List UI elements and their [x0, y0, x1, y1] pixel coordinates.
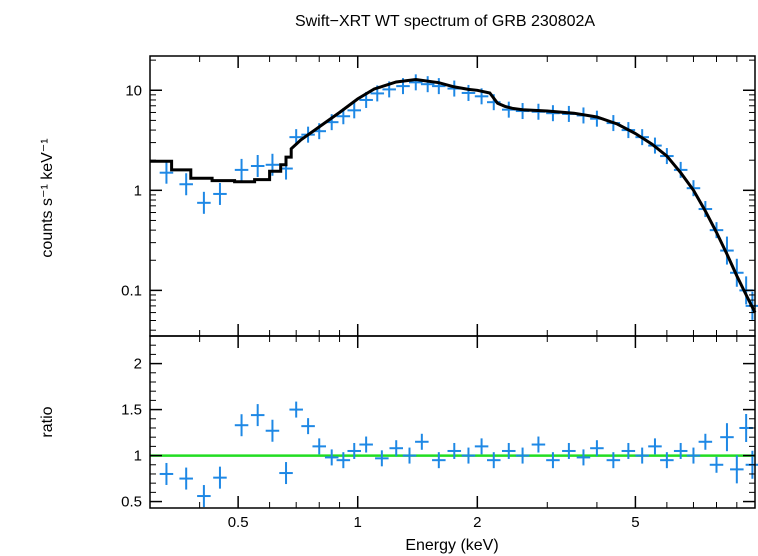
ratio-point-29 [576, 449, 591, 466]
spectrum-point-13 [347, 102, 362, 119]
ratio-point-11 [324, 449, 339, 466]
ratio-point-27 [546, 452, 560, 469]
ratio-point-26 [531, 436, 546, 453]
ratio-point-28 [562, 442, 576, 459]
ratio-point-8 [289, 401, 303, 418]
ratio-point-33 [635, 447, 649, 464]
ratio-point-37 [686, 447, 701, 464]
ratio-point-19 [432, 452, 446, 469]
spectrum-point-4 [234, 158, 249, 181]
ratio-point-30 [590, 440, 604, 457]
ratio-point-16 [389, 440, 403, 457]
spectrum-y-axis-label: counts s⁻¹ keV⁻¹ [39, 138, 56, 257]
ratio-point-32 [621, 442, 636, 459]
spectrum-point-19 [420, 76, 435, 93]
ratio-point-21 [461, 447, 476, 464]
spectrum-point-41 [720, 236, 734, 265]
ratio-point-5 [250, 404, 265, 427]
ratio-point-41 [730, 455, 744, 484]
ratio-point-6 [265, 419, 280, 442]
ratio-data-points [159, 401, 758, 508]
ratio-point-38 [698, 433, 713, 450]
ratio-point-24 [502, 442, 516, 459]
ratio-point-39 [709, 456, 724, 473]
spectrum-panel: 0.1 1 10 [121, 55, 758, 337]
ratio-point-14 [359, 436, 373, 453]
spectrum-point-2 [197, 191, 211, 214]
x-tick-label-1: 1 [354, 514, 362, 531]
ratio-point-15 [375, 450, 389, 467]
spectrum-data-points [159, 74, 758, 320]
x-tick-label-3: 5 [631, 514, 639, 531]
x-axis-label: Energy (keV) [405, 537, 498, 554]
ratio-point-35 [660, 452, 674, 469]
ratio-panel: 0.5 1 1.5 2 [121, 335, 758, 511]
ratio-y-axis: 0.5 1 1.5 2 [121, 344, 755, 511]
ratio-y-axis-label: ratio [39, 406, 56, 437]
ratio-point-22 [474, 438, 489, 455]
ratio-point-1 [179, 467, 193, 490]
ratio-point-25 [515, 447, 530, 464]
ratio-point-20 [447, 442, 462, 459]
ratio-point-34 [648, 438, 662, 455]
ratio-y-tick-label-1: 1 [134, 448, 142, 465]
ratio-point-9 [301, 418, 315, 435]
spectrum-y-tick-label-0: 0.1 [121, 282, 142, 299]
x-tick-label-2: 2 [473, 514, 481, 531]
chart-title: Swift−XRT WT spectrum of GRB 230802A [295, 13, 595, 30]
spectrum-frame [149, 55, 756, 337]
spectrum-point-5 [250, 155, 265, 178]
ratio-point-3 [213, 466, 227, 489]
spectrum-y-axis: 0.1 1 10 [121, 59, 755, 331]
spectrum-point-37 [673, 161, 688, 178]
ratio-point-18 [415, 433, 429, 450]
x-axis: 0.5 1 2 5 [149, 56, 738, 531]
spectrum-point-0 [159, 161, 174, 184]
ratio-y-tick-label-3: 2 [134, 356, 142, 373]
ratio-point-2 [197, 485, 211, 508]
ratio-y-tick-label-2: 1.5 [121, 402, 142, 419]
ratio-point-23 [486, 452, 501, 469]
spectrum-model-curve [150, 77, 757, 314]
spectrum-point-18 [409, 74, 423, 91]
spectrum-point-22 [461, 84, 476, 101]
spectrum-point-1 [179, 173, 193, 196]
ratio-point-12 [336, 452, 351, 469]
ratio-point-0 [159, 462, 174, 485]
spectrum-point-3 [213, 182, 227, 205]
spectrum-y-tick-label-1: 1 [134, 182, 142, 199]
ratio-point-13 [347, 442, 362, 459]
spectrum-y-tick-label-2: 10 [125, 82, 142, 99]
ratio-point-17 [402, 447, 417, 464]
ratio-y-tick-label-0: 0.5 [121, 494, 142, 511]
ratio-frame [149, 335, 756, 509]
ratio-point-4 [234, 414, 249, 437]
ratio-point-7 [279, 462, 293, 485]
ratio-point-31 [606, 452, 621, 469]
ratio-point-40 [720, 423, 734, 452]
ratio-point-36 [673, 442, 688, 459]
model-curve-line [150, 77, 757, 314]
spectrum-point-20 [432, 78, 446, 95]
ratio-point-10 [312, 438, 326, 455]
x-tick-label-0: 0.5 [228, 514, 249, 531]
